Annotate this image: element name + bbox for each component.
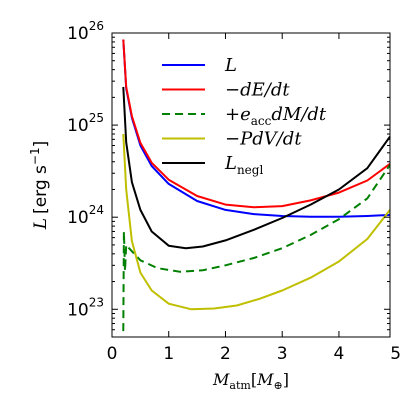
x-tick-label: 3 <box>277 344 288 364</box>
y-axis-label-symbol: L <box>31 218 51 230</box>
y-tick-label: 1024 <box>67 203 104 228</box>
y-axis-label-units-close: ] <box>31 141 51 148</box>
x-axis-label: Matm[M⊕] <box>212 370 289 392</box>
plot-area <box>111 32 391 338</box>
x-axis-label-unit-sub: ⊕ <box>273 379 282 392</box>
legend: L −dE/dt +eaccdM/dt−PdV/dt Lnegl <box>162 55 327 177</box>
x-tick-label: 4 <box>334 344 345 364</box>
series-line-2 <box>122 164 391 332</box>
y-axis-label-units-exp: −1 <box>28 147 42 165</box>
legend-entry-1: −dE/dt <box>225 80 290 101</box>
legend-entry-0: L <box>224 55 237 76</box>
y-tick-label: 1025 <box>67 111 104 136</box>
x-axis-label-symbol: M <box>212 370 230 389</box>
x-axis-label-sub: atm <box>229 379 251 392</box>
x-tick-label: 2 <box>220 344 231 364</box>
y-axis-label: L [erg s−1] <box>28 141 51 230</box>
series-line-1 <box>122 39 391 209</box>
x-axis-label-bracket-open: [ <box>251 370 257 389</box>
x-tick-label: 5 <box>390 344 401 364</box>
x-axis-label-unit: M <box>256 370 274 389</box>
axes-group: 0 1 2 3 4 5 1023 1024 1025 1026 <box>67 19 401 364</box>
y-axis-label-units: [erg s <box>31 165 51 214</box>
y-tick-label: 1023 <box>67 295 104 320</box>
x-axis-label-bracket-close: ] <box>283 370 289 389</box>
series-line-3 <box>122 133 391 311</box>
y-tick-label: 1026 <box>67 19 104 44</box>
x-tick-label: 1 <box>163 344 174 364</box>
x-tick-label: 0 <box>107 344 118 364</box>
legend-entry-3: −PdV/dt <box>225 129 302 150</box>
series-line-4 <box>122 86 391 250</box>
legend-entry-2: +eaccdM/dt <box>225 104 327 128</box>
series-group <box>122 39 391 332</box>
legend-entry-4: Lnegl <box>224 153 263 177</box>
